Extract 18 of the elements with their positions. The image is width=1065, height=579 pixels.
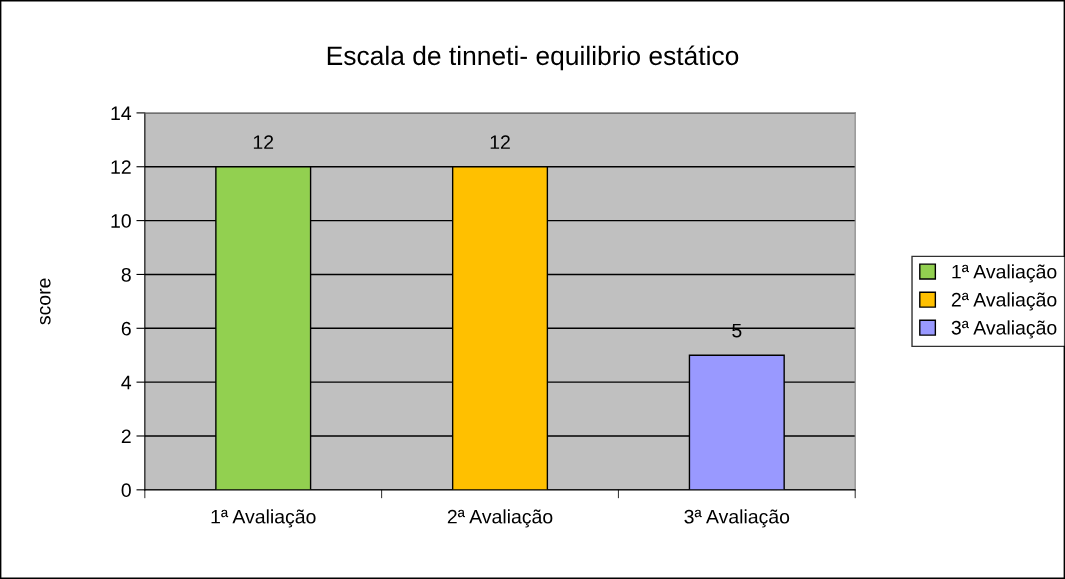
legend-label: 2ª Avaliação [951,292,1057,311]
y-tick-label: 14 [111,106,132,120]
y-tick-label: 2 [121,429,131,444]
y-tick-label: 10 [111,214,131,228]
data-label: 12 [253,135,274,149]
y-tick-label: 8 [121,267,131,282]
legend-label: 3ª Avaliação [951,320,1057,339]
chart-title: Escala de tinneti- equilibrio estático [327,45,739,71]
x-tick-label: 2ª Avaliação [447,509,553,528]
y-tick-label: 12 [111,160,131,174]
y-tick-label: 0 [121,483,131,498]
x-tick-label: 1ª Avaliação [211,509,316,528]
y-tick-label: 6 [121,321,131,336]
x-tick-label: 3ª Avaliação [684,509,790,528]
data-label: 12 [490,135,510,149]
legend-label: 1ª Avaliação [952,264,1057,283]
y-axis-title: score [39,278,51,325]
y-tick-label: 4 [121,375,132,390]
